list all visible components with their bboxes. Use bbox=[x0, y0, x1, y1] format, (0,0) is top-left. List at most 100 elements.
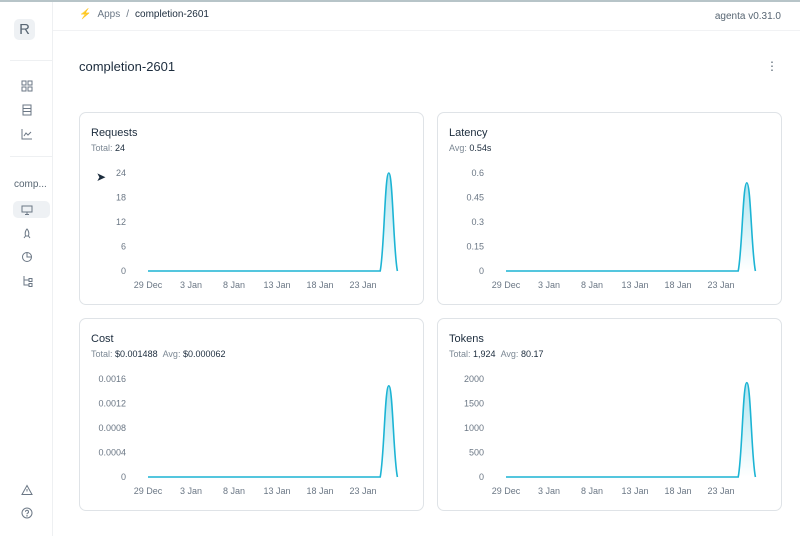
summary-value: $0.001488 bbox=[115, 349, 158, 359]
x-tick-label: 3 Jan bbox=[180, 486, 202, 496]
x-tick-label: 13 Jan bbox=[263, 280, 290, 290]
y-tick-label: 1500 bbox=[464, 399, 484, 409]
x-tick-label: 18 Jan bbox=[306, 486, 333, 496]
rocket-icon[interactable] bbox=[20, 227, 34, 241]
version-label: agenta v0.31.0 bbox=[714, 11, 781, 22]
summary-value: 1,924 bbox=[473, 349, 496, 359]
x-tick-label: 23 Jan bbox=[349, 280, 376, 290]
breadcrumb: ⚡ Apps / completion-2601 bbox=[79, 9, 209, 20]
chart-summary: Avg: 0.54s bbox=[449, 143, 491, 153]
top-bar: ⚡ Apps / completion-2601 agenta v0.31.0 bbox=[53, 2, 800, 31]
breadcrumb-current: completion-2601 bbox=[135, 9, 209, 20]
x-tick-label: 23 Jan bbox=[707, 280, 734, 290]
breadcrumb-separator: / bbox=[126, 9, 130, 20]
y-tick-label: 0 bbox=[121, 472, 126, 482]
chart-card-cost: Cost Total: $0.001488 Avg: $0.000062 0 0.00… bbox=[79, 318, 424, 511]
x-tick-label: 18 Jan bbox=[306, 280, 333, 290]
summary-label: Total: bbox=[91, 143, 113, 153]
grid-icon[interactable] bbox=[20, 79, 34, 93]
summary-value: 24 bbox=[115, 143, 126, 153]
help-icon[interactable] bbox=[20, 506, 34, 520]
area-chart: 0 500 1000 1500 2000 29 Dec 3 Jan 8 Jan 13 Jan 18… bbox=[464, 374, 757, 496]
y-tick-label: 6 bbox=[121, 242, 126, 252]
tree-icon[interactable] bbox=[20, 274, 34, 288]
x-tick-label: 8 Jan bbox=[581, 280, 603, 290]
x-tick-label: 8 Jan bbox=[223, 486, 245, 496]
y-tick-label: 0 bbox=[479, 472, 484, 482]
area-fill bbox=[148, 173, 398, 271]
y-tick-label: 1000 bbox=[464, 423, 484, 433]
chart-card-requests: Requests Total: 24 0 6 12 18 24 29 Dec 3 Jan 8 Ja… bbox=[79, 112, 424, 305]
area-chart: 0 6 12 18 24 29 Dec 3 Jan 8 Jan 13 Jan 18 Jan 23 J… bbox=[116, 168, 399, 290]
series-line bbox=[506, 181, 757, 272]
more-options-icon[interactable]: ⋮ bbox=[766, 59, 778, 73]
y-tick-label: 0.0008 bbox=[98, 423, 126, 433]
y-tick-label: 0.0012 bbox=[98, 399, 126, 409]
y-tick-label: 0.3 bbox=[471, 217, 484, 227]
series-line bbox=[506, 381, 757, 478]
chart-title: Cost bbox=[91, 333, 114, 345]
y-tick-label: 0 bbox=[479, 266, 484, 276]
alert-icon[interactable] bbox=[20, 483, 34, 497]
area-fill bbox=[506, 382, 756, 477]
x-tick-label: 29 Dec bbox=[492, 486, 521, 496]
summary-label: Total: bbox=[449, 349, 471, 359]
y-tick-label: 2000 bbox=[464, 374, 484, 384]
y-tick-label: 12 bbox=[116, 217, 126, 227]
y-tick-label: 0.0004 bbox=[98, 448, 126, 458]
x-tick-label: 18 Jan bbox=[664, 280, 691, 290]
summary-value: $0.000062 bbox=[182, 349, 226, 359]
table-icon[interactable] bbox=[20, 103, 34, 117]
chart-title: Requests bbox=[91, 127, 138, 139]
x-tick-label: 29 Dec bbox=[492, 280, 521, 290]
summary-label: Avg: bbox=[500, 349, 519, 359]
y-tick-label: 500 bbox=[469, 448, 484, 458]
x-tick-label: 18 Jan bbox=[664, 486, 691, 496]
workspace-avatar[interactable]: R bbox=[14, 19, 35, 40]
summary-value: 0.54s bbox=[469, 143, 492, 153]
y-tick-label: 0.15 bbox=[466, 242, 484, 252]
x-tick-label: 29 Dec bbox=[134, 486, 163, 496]
x-tick-label: 13 Jan bbox=[263, 486, 290, 496]
summary-label: Total: bbox=[91, 349, 113, 359]
y-tick-label: 0.45 bbox=[466, 193, 484, 203]
summary-value: 80.17 bbox=[520, 349, 544, 359]
chart-title: Latency bbox=[449, 127, 488, 139]
chart-title: Tokens bbox=[449, 333, 484, 345]
x-tick-label: 8 Jan bbox=[223, 280, 245, 290]
chart-card-latency: Latency Avg: 0.54s 0 0.15 0.3 0.45 0.6 29 Dec 3 … bbox=[437, 112, 782, 305]
x-tick-label: 3 Jan bbox=[180, 280, 202, 290]
x-tick-label: 13 Jan bbox=[621, 280, 648, 290]
y-tick-label: 18 bbox=[116, 193, 126, 203]
y-tick-label: 24 bbox=[116, 168, 126, 178]
y-tick-label: 0.0016 bbox=[98, 374, 126, 384]
divider bbox=[10, 60, 52, 61]
summary-label: Avg: bbox=[449, 143, 467, 153]
area-chart: 0 0.0004 0.0008 0.0012 0.0016 29 Dec 3 Jan 8 Ja… bbox=[98, 374, 399, 496]
area-chart: 0 0.15 0.3 0.45 0.6 29 Dec 3 Jan 8 Jan 13 Jan 18 … bbox=[466, 168, 757, 290]
evaluation-icon[interactable] bbox=[20, 250, 34, 264]
x-tick-label: 3 Jan bbox=[538, 486, 560, 496]
series-line bbox=[148, 385, 399, 478]
chart-summary: Total: 1,924 Avg: 80.17 bbox=[449, 349, 543, 359]
breadcrumb-apps[interactable]: Apps bbox=[97, 9, 121, 20]
summary-label: Avg: bbox=[162, 349, 181, 359]
area-fill bbox=[148, 385, 398, 477]
monitor-icon[interactable] bbox=[20, 203, 34, 217]
divider bbox=[10, 156, 52, 157]
app-label: comp... bbox=[14, 179, 47, 190]
area-fill bbox=[506, 182, 756, 271]
lightning-icon: ⚡ bbox=[79, 9, 92, 20]
page-title: completion-2601 bbox=[79, 59, 176, 74]
x-tick-label: 29 Dec bbox=[134, 280, 163, 290]
x-tick-label: 23 Jan bbox=[707, 486, 734, 496]
y-tick-label: 0 bbox=[121, 266, 126, 276]
mouse-cursor: ➤ bbox=[96, 170, 107, 184]
chart-icon[interactable] bbox=[20, 127, 34, 141]
x-tick-label: 23 Jan bbox=[349, 486, 376, 496]
chart-summary: Total: 24 bbox=[91, 143, 125, 153]
x-tick-label: 8 Jan bbox=[581, 486, 603, 496]
y-tick-label: 0.6 bbox=[471, 168, 484, 178]
chart-summary: Total: $0.001488 Avg: $0.000062 bbox=[91, 349, 226, 359]
x-tick-label: 3 Jan bbox=[538, 280, 560, 290]
